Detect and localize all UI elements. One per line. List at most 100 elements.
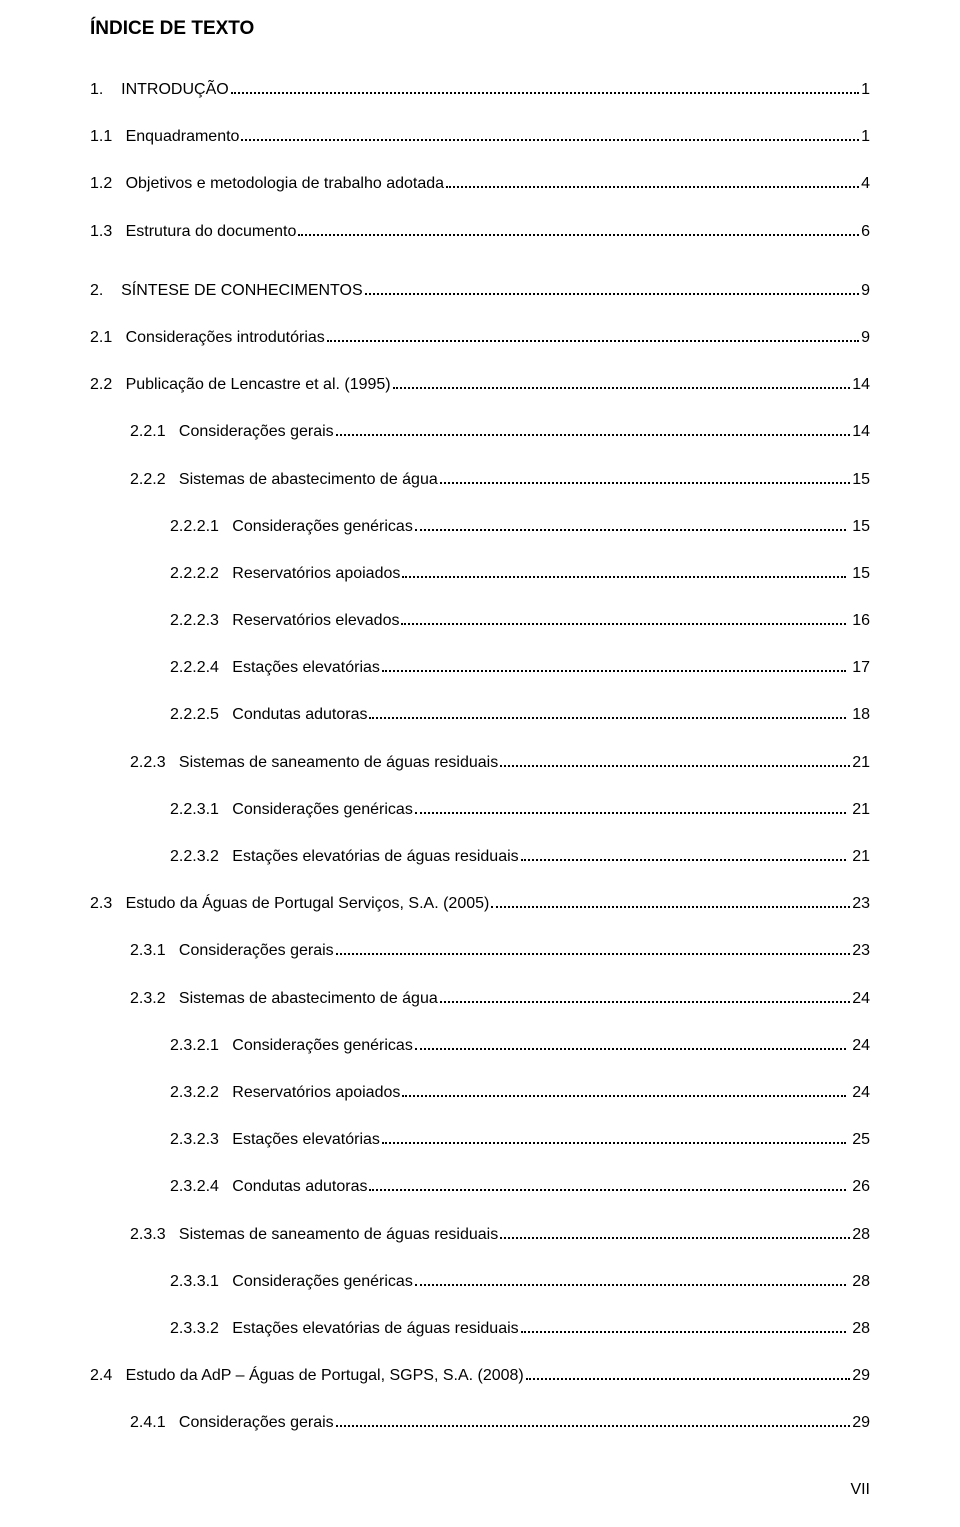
toc-leader-dots bbox=[327, 331, 859, 342]
toc-entry-page: 21 bbox=[852, 753, 870, 772]
toc-entry-page: 4 bbox=[861, 174, 870, 193]
toc-leader-dots bbox=[393, 378, 851, 389]
toc-entry-label: Sistemas de saneamento de águas residuai… bbox=[179, 1225, 498, 1244]
toc-entry-label: Considerações gerais bbox=[179, 941, 334, 960]
toc-entry-number: 2.4.1 bbox=[130, 1413, 179, 1432]
toc-leader-dots bbox=[241, 130, 859, 141]
page-title: ÍNDICE DE TEXTO bbox=[90, 18, 870, 40]
toc-leader-dots bbox=[415, 520, 846, 531]
toc-leader-dots bbox=[500, 756, 850, 767]
toc-entry-label: SÍNTESE DE CONHECIMENTOS bbox=[121, 281, 363, 300]
toc-entry-page: 15 bbox=[852, 470, 870, 489]
toc-entry-number: 2.2.2.3 bbox=[170, 611, 232, 630]
toc-leader-dots bbox=[440, 992, 850, 1003]
toc-entry-page: 28 bbox=[852, 1225, 870, 1244]
toc-entry-label: Sistemas de abastecimento de água bbox=[179, 470, 438, 489]
toc-entry-page: 25 bbox=[848, 1130, 870, 1149]
toc-entry-page: 15 bbox=[848, 564, 870, 583]
toc-leader-dots bbox=[382, 661, 846, 672]
toc-entry-page: 24 bbox=[848, 1083, 870, 1102]
toc-entry-page: 16 bbox=[848, 611, 870, 630]
toc-entry-number: 2.3.3.1 bbox=[170, 1272, 232, 1291]
toc-entry-page: 26 bbox=[848, 1177, 870, 1196]
toc-entry-page: 23 bbox=[852, 941, 870, 960]
table-of-contents: 1. INTRODUÇÃO11.1 Enquadramento11.2 Obje… bbox=[90, 80, 870, 1432]
toc-entry-number: 2.3.1 bbox=[130, 941, 179, 960]
toc-entry: 2.2.3 Sistemas de saneamento de águas re… bbox=[130, 753, 870, 772]
toc-leader-dots bbox=[415, 803, 846, 814]
toc-entry: 2.2.2.1 Considerações genéricas 15 bbox=[170, 517, 870, 536]
toc-entry-number: 2.2.2 bbox=[130, 470, 179, 489]
toc-entry-label: Estações elevatórias de águas residuais bbox=[232, 847, 518, 866]
toc-entry-number: 2.2.2.4 bbox=[170, 658, 232, 677]
toc-leader-dots bbox=[526, 1369, 850, 1380]
toc-entry-label: Considerações genéricas bbox=[232, 1036, 413, 1055]
toc-leader-dots bbox=[440, 473, 850, 484]
toc-leader-dots bbox=[298, 225, 859, 236]
toc-entry-page: 1 bbox=[861, 127, 870, 146]
toc-entry-label: Sistemas de saneamento de águas residuai… bbox=[179, 753, 498, 772]
toc-entry-number: 2.4 bbox=[90, 1366, 126, 1385]
toc-entry-label: Considerações genéricas bbox=[232, 1272, 413, 1291]
toc-leader-dots bbox=[336, 426, 851, 437]
toc-leader-dots bbox=[415, 1039, 846, 1050]
toc-entry-number: 2.2.1 bbox=[130, 422, 179, 441]
toc-leader-dots bbox=[365, 284, 859, 295]
toc-entry: 2.2.2 Sistemas de abastecimento de água 1… bbox=[130, 470, 870, 489]
toc-leader-dots bbox=[382, 1133, 846, 1144]
toc-entry: 2.3.2 Sistemas de abastecimento de água 2… bbox=[130, 989, 870, 1008]
toc-entry-page: 24 bbox=[852, 989, 870, 1008]
toc-entry: 2.3.2.3 Estações elevatórias 25 bbox=[170, 1130, 870, 1149]
toc-entry-label: Estudo da AdP – Águas de Portugal, SGPS,… bbox=[126, 1366, 524, 1385]
toc-entry-label: Estações elevatórias de águas residuais bbox=[232, 1319, 518, 1338]
toc-leader-dots bbox=[369, 709, 845, 720]
toc-entry-number: 2.3.2.4 bbox=[170, 1177, 232, 1196]
toc-entry: 2. SÍNTESE DE CONHECIMENTOS 9 bbox=[90, 281, 870, 300]
toc-entry: 2.3.2.2 Reservatórios apoiados 24 bbox=[170, 1083, 870, 1102]
toc-entry-label: Estações elevatórias bbox=[232, 1130, 380, 1149]
toc-entry-page: 9 bbox=[861, 281, 870, 300]
toc-entry-number: 2.3.2.3 bbox=[170, 1130, 232, 1149]
toc-entry-number: 2.2.2.1 bbox=[170, 517, 232, 536]
toc-entry-number: 2.3.2.1 bbox=[170, 1036, 232, 1055]
toc-leader-dots bbox=[446, 178, 859, 189]
toc-leader-dots bbox=[500, 1228, 850, 1239]
toc-entry-number: 2.3.2.2 bbox=[170, 1083, 232, 1102]
toc-entry: 2.2.2.2 Reservatórios apoiados 15 bbox=[170, 564, 870, 583]
toc-entry-number: 2.1 bbox=[90, 328, 126, 347]
page-number: VII bbox=[850, 1481, 870, 1499]
toc-entry-number: 1.3 bbox=[90, 222, 126, 241]
toc-entry-label: Condutas adutoras bbox=[232, 705, 367, 724]
toc-leader-dots bbox=[401, 614, 845, 625]
toc-entry-page: 21 bbox=[848, 847, 870, 866]
toc-entry: 2.3.2.1 Considerações genéricas 24 bbox=[170, 1036, 870, 1055]
toc-entry-label: Reservatórios apoiados bbox=[232, 1083, 400, 1102]
toc-leader-dots bbox=[521, 1322, 846, 1333]
toc-entry: 1.2 Objetivos e metodologia de trabalho … bbox=[90, 174, 870, 193]
toc-entry-label: Considerações gerais bbox=[179, 1413, 334, 1432]
toc-entry: 2.2.2.4 Estações elevatórias 17 bbox=[170, 658, 870, 677]
toc-entry-number: 1.2 bbox=[90, 174, 126, 193]
toc-entry-number: 2.2.3.1 bbox=[170, 800, 232, 819]
toc-leader-dots bbox=[336, 945, 851, 956]
toc-entry-number: 2.3.3 bbox=[130, 1225, 179, 1244]
toc-entry: 2.2.1 Considerações gerais14 bbox=[130, 422, 870, 441]
toc-entry-number: 2.3.2 bbox=[130, 989, 179, 1008]
toc-entry-page: 18 bbox=[848, 705, 870, 724]
toc-entry: 2.4.1 Considerações gerais29 bbox=[130, 1413, 870, 1432]
toc-entry-label: Reservatórios apoiados bbox=[232, 564, 400, 583]
toc-leader-dots bbox=[491, 897, 850, 908]
toc-entry-number: 1.1 bbox=[90, 127, 126, 146]
toc-entry: 2.3.3.1 Considerações genéricas 28 bbox=[170, 1272, 870, 1291]
toc-entry-page: 15 bbox=[848, 517, 870, 536]
toc-entry-label: Estrutura do documento bbox=[126, 222, 297, 241]
toc-entry: 2.3.2.4 Condutas adutoras 26 bbox=[170, 1177, 870, 1196]
toc-entry-label: Estudo da Águas de Portugal Serviços, S.… bbox=[126, 894, 490, 913]
toc-entry-label: Condutas adutoras bbox=[232, 1177, 367, 1196]
toc-entry-number: 2. bbox=[90, 281, 121, 300]
toc-entry-label: Reservatórios elevados bbox=[232, 611, 399, 630]
toc-entry-label: Sistemas de abastecimento de água bbox=[179, 989, 438, 1008]
toc-entry-number: 2.2 bbox=[90, 375, 126, 394]
toc-entry-number: 2.2.3.2 bbox=[170, 847, 232, 866]
toc-leader-dots bbox=[231, 83, 859, 94]
